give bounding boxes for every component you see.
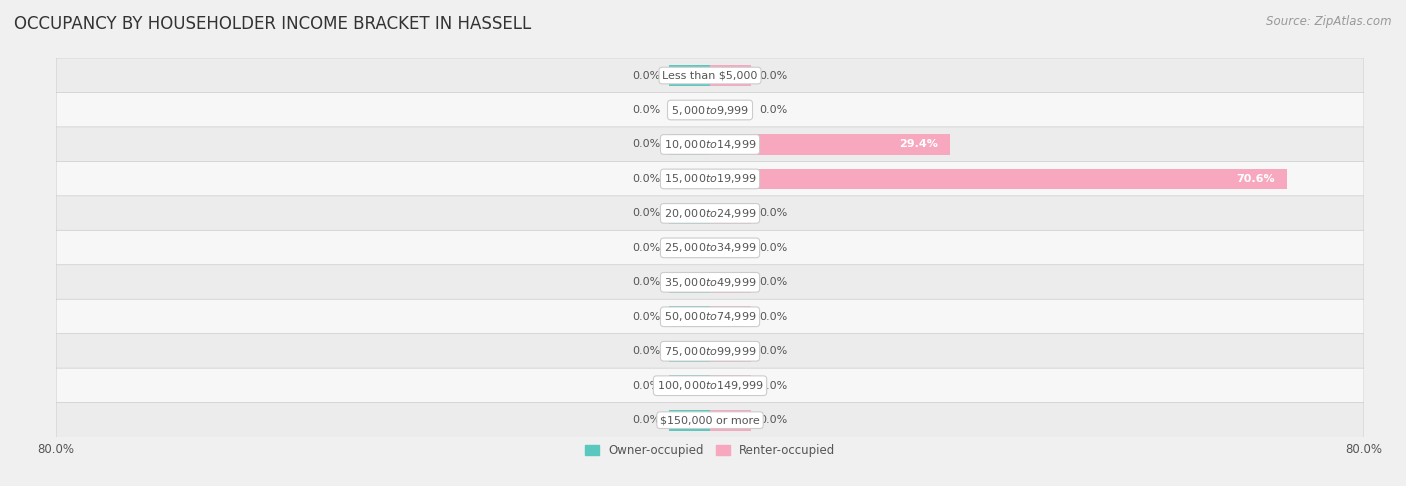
FancyBboxPatch shape — [56, 334, 1364, 369]
Bar — [710, 375, 751, 396]
Text: 0.0%: 0.0% — [633, 105, 661, 115]
Bar — [710, 203, 751, 224]
Bar — [669, 341, 710, 362]
FancyBboxPatch shape — [56, 265, 1364, 300]
Text: $100,000 to $149,999: $100,000 to $149,999 — [657, 379, 763, 392]
FancyBboxPatch shape — [56, 196, 1364, 231]
Text: $50,000 to $74,999: $50,000 to $74,999 — [664, 310, 756, 323]
Bar — [710, 169, 1286, 189]
Bar — [710, 238, 751, 258]
Text: OCCUPANCY BY HOUSEHOLDER INCOME BRACKET IN HASSELL: OCCUPANCY BY HOUSEHOLDER INCOME BRACKET … — [14, 15, 531, 33]
FancyBboxPatch shape — [56, 161, 1364, 196]
Text: 0.0%: 0.0% — [633, 174, 661, 184]
Text: 0.0%: 0.0% — [759, 346, 787, 356]
FancyBboxPatch shape — [56, 299, 1364, 334]
Bar — [710, 65, 751, 86]
Bar — [710, 134, 950, 155]
Bar — [669, 65, 710, 86]
FancyBboxPatch shape — [56, 402, 1364, 438]
Text: 0.0%: 0.0% — [759, 278, 787, 287]
Bar — [669, 272, 710, 293]
Text: 0.0%: 0.0% — [633, 346, 661, 356]
Text: 0.0%: 0.0% — [759, 415, 787, 425]
FancyBboxPatch shape — [56, 127, 1364, 162]
Text: 0.0%: 0.0% — [633, 381, 661, 391]
FancyBboxPatch shape — [56, 58, 1364, 93]
Text: 0.0%: 0.0% — [759, 105, 787, 115]
Text: 0.0%: 0.0% — [633, 312, 661, 322]
Text: 0.0%: 0.0% — [633, 139, 661, 150]
Text: 0.0%: 0.0% — [633, 208, 661, 218]
Bar — [710, 341, 751, 362]
Text: 0.0%: 0.0% — [633, 70, 661, 81]
Text: 0.0%: 0.0% — [633, 415, 661, 425]
Bar — [710, 272, 751, 293]
Bar — [669, 375, 710, 396]
Text: Less than $5,000: Less than $5,000 — [662, 70, 758, 81]
Text: 0.0%: 0.0% — [759, 381, 787, 391]
Text: 0.0%: 0.0% — [633, 243, 661, 253]
Text: 29.4%: 29.4% — [900, 139, 938, 150]
Text: $35,000 to $49,999: $35,000 to $49,999 — [664, 276, 756, 289]
Bar — [710, 410, 751, 431]
FancyBboxPatch shape — [56, 368, 1364, 403]
Text: 0.0%: 0.0% — [633, 278, 661, 287]
Text: 0.0%: 0.0% — [759, 243, 787, 253]
Text: $75,000 to $99,999: $75,000 to $99,999 — [664, 345, 756, 358]
Bar — [669, 410, 710, 431]
Text: $10,000 to $14,999: $10,000 to $14,999 — [664, 138, 756, 151]
FancyBboxPatch shape — [56, 230, 1364, 265]
Text: 0.0%: 0.0% — [759, 312, 787, 322]
Bar — [669, 134, 710, 155]
Text: Source: ZipAtlas.com: Source: ZipAtlas.com — [1267, 15, 1392, 28]
Text: $15,000 to $19,999: $15,000 to $19,999 — [664, 173, 756, 186]
Text: 0.0%: 0.0% — [759, 208, 787, 218]
Text: 70.6%: 70.6% — [1236, 174, 1275, 184]
Text: $20,000 to $24,999: $20,000 to $24,999 — [664, 207, 756, 220]
Bar — [669, 100, 710, 121]
Text: $25,000 to $34,999: $25,000 to $34,999 — [664, 242, 756, 254]
Text: 0.0%: 0.0% — [759, 70, 787, 81]
Bar — [710, 100, 751, 121]
Bar — [669, 169, 710, 189]
Bar — [669, 203, 710, 224]
Bar — [669, 307, 710, 327]
Text: $5,000 to $9,999: $5,000 to $9,999 — [671, 104, 749, 117]
FancyBboxPatch shape — [56, 92, 1364, 128]
Text: $150,000 or more: $150,000 or more — [661, 415, 759, 425]
Bar — [669, 238, 710, 258]
Legend: Owner-occupied, Renter-occupied: Owner-occupied, Renter-occupied — [579, 439, 841, 462]
Bar — [710, 307, 751, 327]
